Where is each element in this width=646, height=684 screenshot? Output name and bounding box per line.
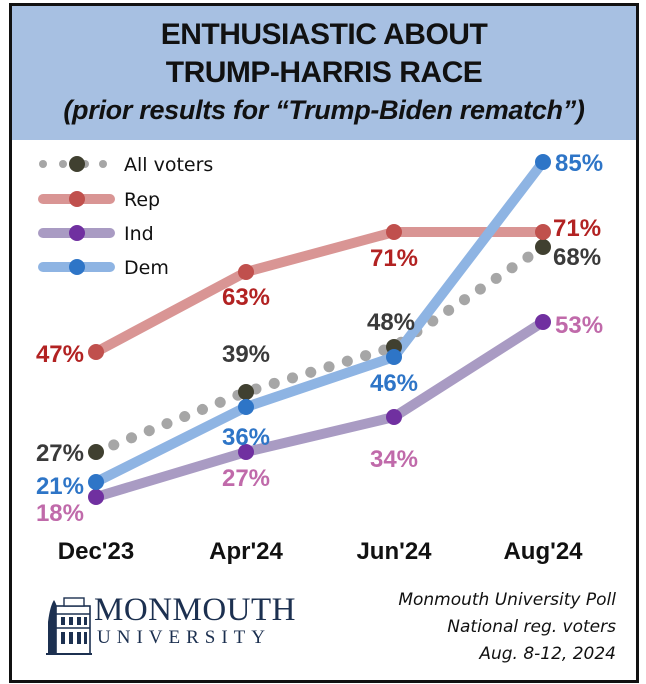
logo-name-line-2: UNIVERSITY (97, 627, 271, 648)
marker-dem-2 (386, 349, 402, 365)
data-labels: 27% 39% 48% 68% 47% 63% 71% 71% 18% 27% 34% 53% 21% 3… (36, 150, 603, 527)
legend-label-rep: Rep (124, 189, 160, 211)
data-label-rep-0: 47% (36, 341, 84, 368)
source-line-3: Aug. 8-12, 2024 (479, 644, 616, 664)
legend-marker-ind (69, 225, 85, 241)
marker-dem-0 (88, 474, 104, 490)
marker-ind-3 (535, 314, 551, 330)
marker-ind-0 (88, 489, 104, 505)
legend-dot-0 (39, 160, 47, 168)
series-line-dem (91, 157, 548, 487)
data-label-ind-1: 27% (222, 465, 270, 492)
data-label-rep-2: 71% (370, 245, 418, 272)
chart-subtitle: (prior results for “Trump-Biden rematch”… (63, 95, 585, 125)
source-line-2: National reg. voters (447, 617, 616, 637)
data-label-dem-1: 36% (222, 424, 270, 451)
marker-all-voters-1 (238, 384, 254, 400)
legend-label-all-voters: All voters (124, 154, 213, 176)
source-note: Monmouth University Poll National reg. v… (398, 587, 616, 668)
data-label-all-voters-1: 39% (222, 341, 270, 368)
chart-title-line-1: ENTHUSIASTIC ABOUT (160, 18, 488, 51)
series-line-ind (91, 317, 548, 502)
legend-dot-1 (59, 160, 67, 168)
series-line-all-voters (90, 241, 549, 458)
monmouth-logo: MONMOUTH UNIVERSITY (46, 592, 296, 655)
x-tick-label-2: Jun'24 (356, 538, 432, 565)
legend-marker-all-voters (69, 156, 85, 172)
marker-ind-2 (386, 409, 402, 425)
marker-all-voters-0 (88, 444, 104, 460)
marker-dem-3 (535, 154, 551, 170)
data-label-all-voters-0: 27% (36, 440, 84, 467)
data-label-dem-2: 46% (370, 370, 418, 397)
university-building-icon (46, 597, 92, 655)
marker-rep-0 (88, 344, 104, 360)
legend-marker-rep (69, 191, 85, 207)
data-label-dem-0: 21% (36, 473, 84, 500)
source-line-1: Monmouth University Poll (398, 590, 616, 610)
marker-dem-1 (238, 399, 254, 415)
data-label-ind-0: 18% (36, 500, 84, 527)
data-label-ind-3: 53% (555, 312, 603, 339)
legend-dot-3 (99, 160, 107, 168)
series-line-rep (91, 227, 548, 357)
chart-frame: ENTHUSIASTIC ABOUT TRUMP-HARRIS RACE (pr… (9, 3, 639, 683)
logo-name-line-1: MONMOUTH (94, 592, 296, 628)
x-tick-label-1: Apr'24 (209, 538, 283, 565)
marker-rep-1 (238, 264, 254, 280)
legend-label-dem: Dem (124, 257, 169, 279)
x-tick-label-0: Dec'23 (58, 538, 134, 565)
marker-rep-3 (535, 224, 551, 240)
title-band: ENTHUSIASTIC ABOUT TRUMP-HARRIS RACE (pr… (12, 6, 636, 140)
data-label-all-voters-3: 68% (553, 244, 601, 271)
marker-ind-1 (238, 444, 254, 460)
x-tick-label-3: Aug'24 (503, 538, 583, 565)
marker-all-voters-3 (535, 239, 551, 255)
x-axis: Dec'23 Apr'24 Jun'24 Aug'24 (58, 538, 583, 565)
data-label-rep-1: 63% (222, 284, 270, 311)
data-label-all-voters-2: 48% (367, 309, 415, 336)
data-label-rep-3: 71% (553, 215, 601, 242)
legend-marker-dem (69, 259, 85, 275)
series-markers (88, 154, 551, 505)
marker-rep-2 (386, 224, 402, 240)
data-label-ind-2: 34% (370, 446, 418, 473)
legend-label-ind: Ind (124, 223, 154, 245)
legend: All voters Rep Ind Dem (38, 154, 213, 279)
chart-title-line-2: TRUMP-HARRIS RACE (165, 56, 483, 89)
data-label-dem-3: 85% (555, 150, 603, 177)
series-lines (90, 157, 549, 502)
